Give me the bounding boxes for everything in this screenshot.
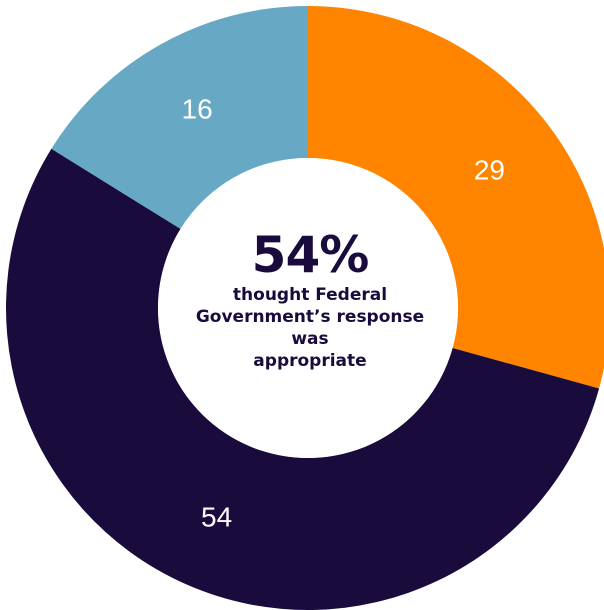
center-text-line-4: appropriate [253,351,367,371]
slice-labels: 29 54 16 [182,93,505,532]
donut-slices [6,6,604,610]
slice-value-label-3: 16 [182,93,213,124]
donut-hole [158,158,458,458]
slice-value-label-1: 29 [474,154,505,185]
donut-slice-1 [308,6,604,389]
donut-slice-2 [6,148,600,610]
center-text-line-3: was [291,329,329,349]
center-headline: 54% [251,226,370,284]
slice-value-label-2: 54 [201,501,232,532]
center-text-line-2: Government’s response [195,307,425,327]
center-annotation: 54% thought Federal Government’s respons… [160,226,460,372]
donut-slice-3 [51,6,308,229]
center-text-line-1: thought Federal [232,285,388,305]
